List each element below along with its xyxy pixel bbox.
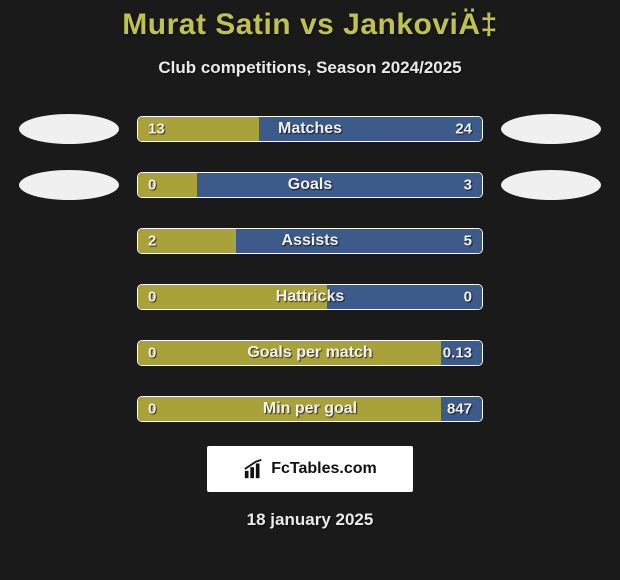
value-right: 5	[464, 233, 472, 250]
value-right: 0	[464, 289, 472, 306]
value-left: 2	[148, 233, 156, 250]
stat-bar: 0 0 Hattricks	[137, 284, 483, 310]
player-right-oval	[501, 170, 601, 200]
value-right: 847	[447, 401, 472, 418]
value-left: 13	[148, 121, 165, 138]
stat-row: 13 24 Matches	[0, 114, 620, 144]
stat-bar: 0 3 Goals	[137, 172, 483, 198]
stat-row: 0 847 Min per goal	[0, 394, 620, 424]
subtitle: Club competitions, Season 2024/2025	[0, 58, 620, 78]
player-left-oval	[19, 114, 119, 144]
value-right: 0.13	[443, 345, 472, 362]
stat-label: Min per goal	[263, 400, 357, 418]
attribution-badge: FcTables.com	[207, 446, 413, 492]
player-right-oval	[501, 114, 601, 144]
value-left: 0	[148, 401, 156, 418]
value-left: 0	[148, 345, 156, 362]
value-left: 0	[148, 177, 156, 194]
attribution-text: FcTables.com	[271, 460, 377, 478]
stat-label: Assists	[282, 232, 339, 250]
comparison-infographic: Murat Satin vs JankoviÄ‡ Club competitio…	[0, 0, 620, 530]
bar-fill-left	[138, 173, 197, 197]
stat-row: 2 5 Assists	[0, 226, 620, 256]
stat-label: Goals	[288, 176, 332, 194]
stat-label: Goals per match	[247, 344, 372, 362]
player-left-oval	[19, 170, 119, 200]
stat-label: Matches	[278, 120, 342, 138]
stat-bar: 2 5 Assists	[137, 228, 483, 254]
date-text: 18 january 2025	[0, 510, 620, 530]
stat-row: 0 3 Goals	[0, 170, 620, 200]
stat-row: 0 0 Hattricks	[0, 282, 620, 312]
stat-bar: 0 847 Min per goal	[137, 396, 483, 422]
stat-bar: 13 24 Matches	[137, 116, 483, 142]
stat-rows: 1324Matches03Goals25Assists00Hattricks00…	[0, 114, 620, 424]
bar-fill-right	[327, 285, 482, 309]
stat-label: Hattricks	[276, 288, 344, 306]
bar-chart-icon	[243, 458, 265, 480]
value-right: 24	[455, 121, 472, 138]
bar-fill-right	[197, 173, 482, 197]
stat-bar: 0 0.13 Goals per match	[137, 340, 483, 366]
value-left: 0	[148, 289, 156, 306]
page-title: Murat Satin vs JankoviÄ‡	[0, 8, 620, 42]
bar-fill-right	[236, 229, 482, 253]
value-right: 3	[464, 177, 472, 194]
stat-row: 0 0.13 Goals per match	[0, 338, 620, 368]
